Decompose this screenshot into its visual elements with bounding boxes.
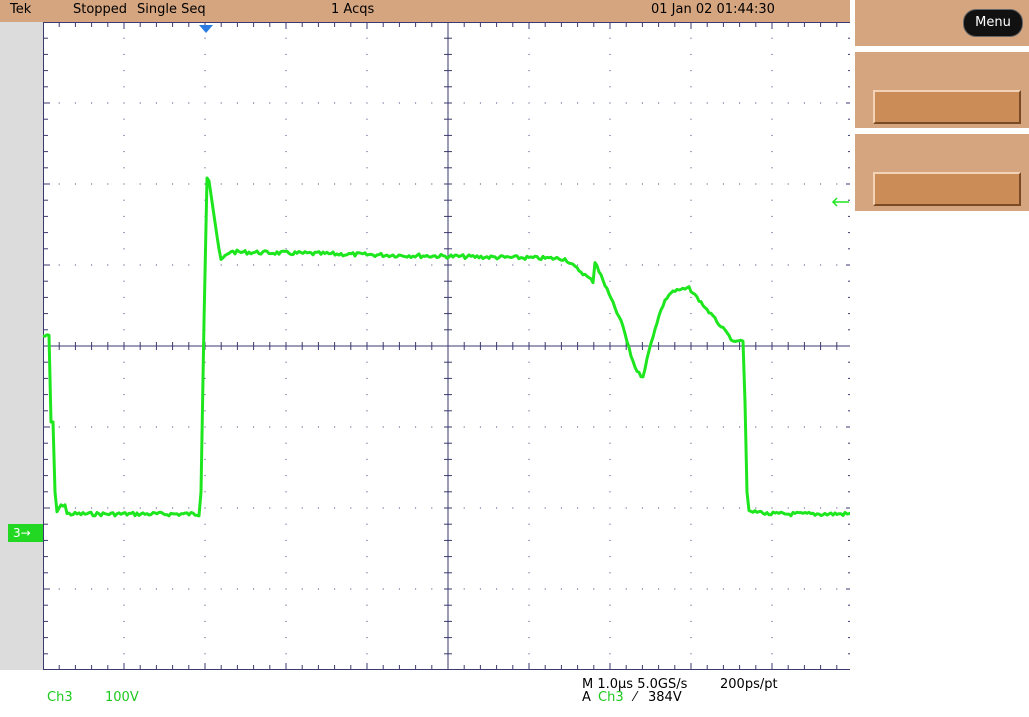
record-resolution: 200ps/pt	[720, 677, 778, 692]
channel-scale: 100V	[105, 690, 139, 705]
trigger-position-marker	[199, 25, 213, 33]
side-menu-slot-2	[855, 134, 1029, 211]
menu-block: Menu	[855, 0, 1029, 46]
trigger-slope-icon: ⁄	[634, 690, 637, 705]
acquisition-mode: Single Seq	[137, 2, 206, 17]
trigger-level-arrow	[831, 197, 849, 207]
side-menu-panel: Menu	[850, 0, 1029, 717]
trigger-source-prefix: A	[582, 690, 591, 705]
datetime: 01 Jan 02 01:44:30	[651, 2, 775, 17]
run-state: Stopped	[73, 2, 128, 17]
side-menu-button-2[interactable]	[873, 172, 1021, 206]
graticule-grid	[43, 22, 853, 670]
timebase-setting: M 1.0µs 5.0GS/s	[582, 677, 688, 692]
brand-label: Tek	[10, 2, 32, 17]
acquisition-count: 1 Acqs	[331, 2, 375, 17]
trigger-channel: Ch3	[598, 690, 624, 705]
menu-button[interactable]: Menu	[963, 9, 1023, 37]
channel-strip: 3→	[0, 22, 43, 670]
side-menu-button-1[interactable]	[873, 90, 1021, 124]
status-bar: Tek Stopped Single Seq 1 Acqs 01 Jan 02 …	[0, 0, 850, 22]
channel-name: Ch3	[47, 690, 73, 705]
side-menu-slot-1	[855, 52, 1029, 128]
trigger-level: 384V	[648, 690, 682, 705]
channel-3-marker[interactable]: 3→	[8, 524, 43, 542]
waveform-display[interactable]	[43, 22, 853, 670]
channel-3-trace	[43, 176, 853, 518]
